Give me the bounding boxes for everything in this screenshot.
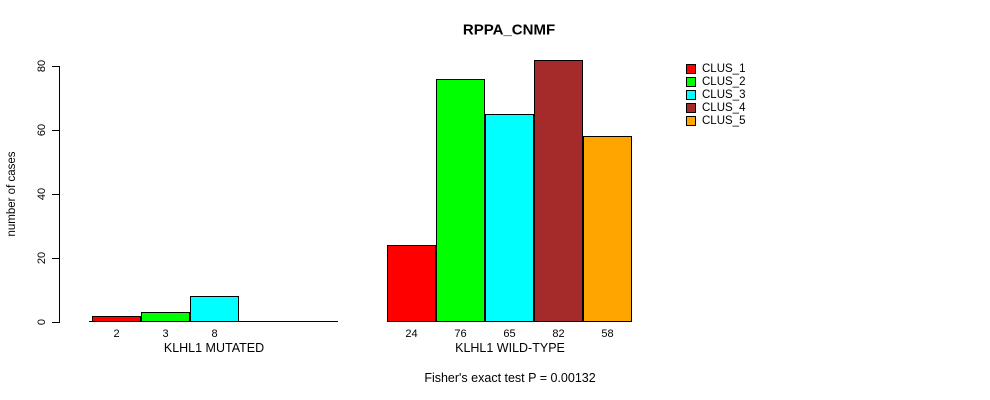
- fishers-test-annotation: Fisher's exact test P = 0.00132: [424, 371, 596, 385]
- y-tick-mark: [52, 321, 59, 323]
- bar-value-label: 2: [113, 328, 120, 340]
- legend-swatch-icon: [686, 63, 696, 74]
- bar-value-label: 3: [162, 328, 169, 340]
- group-label-klhl1-mutated: KLHL1 MUTATED: [163, 341, 265, 355]
- legend: CLUS_1 CLUS_2 CLUS_3 CLUS_4 CLUS_5: [686, 62, 745, 127]
- legend-label: CLUS_4: [702, 101, 746, 114]
- y-tick-mark: [52, 257, 59, 259]
- bar-clus_3: [485, 114, 534, 322]
- y-tick-mark: [52, 65, 59, 67]
- bar-clus_1: [387, 245, 436, 322]
- legend-label: CLUS_3: [702, 88, 746, 101]
- bar-clus_1: [92, 315, 141, 322]
- legend-row-clus_2: CLUS_2: [686, 75, 745, 88]
- legend-row-clus_3: CLUS_3: [686, 88, 745, 101]
- legend-row-clus_4: CLUS_4: [686, 101, 745, 114]
- y-tick-label: 20: [36, 251, 48, 265]
- y-tick-label: 60: [36, 123, 48, 137]
- y-tick-mark: [52, 129, 59, 131]
- bar-value-label: 76: [454, 328, 467, 340]
- y-tick-label: 0: [36, 318, 48, 326]
- group-label-klhl1-wild-type: KLHL1 WILD-TYPE: [455, 341, 565, 355]
- y-axis-line: [59, 66, 60, 323]
- bar-value-label: 82: [552, 328, 565, 340]
- bar-clus_2: [436, 78, 485, 322]
- bar-value-label: 65: [503, 328, 516, 340]
- bar-value-label: 24: [405, 328, 418, 340]
- bar-clus_4: [534, 59, 583, 322]
- legend-row-clus_1: CLUS_1: [686, 62, 745, 75]
- y-tick-mark: [52, 193, 59, 195]
- legend-label: CLUS_1: [702, 62, 746, 75]
- bar-clus_3: [190, 296, 239, 322]
- chart-title: RPPA_CNMF: [462, 21, 556, 39]
- legend-swatch-icon: [686, 89, 696, 100]
- legend-label: CLUS_2: [702, 75, 746, 88]
- bar-clus_2: [141, 312, 190, 322]
- legend-swatch-icon: [686, 115, 696, 126]
- legend-swatch-icon: [686, 76, 696, 87]
- y-axis-label: number of cases: [6, 151, 18, 237]
- bar-clus_5: [583, 136, 632, 322]
- legend-row-clus_5: CLUS_5: [686, 114, 745, 127]
- legend-label: CLUS_5: [702, 114, 746, 127]
- y-tick-label: 40: [36, 187, 48, 201]
- y-tick-label: 80: [36, 59, 48, 73]
- legend-swatch-icon: [686, 102, 696, 113]
- bar-value-label: 8: [211, 328, 218, 340]
- bar-value-label: 58: [601, 328, 614, 340]
